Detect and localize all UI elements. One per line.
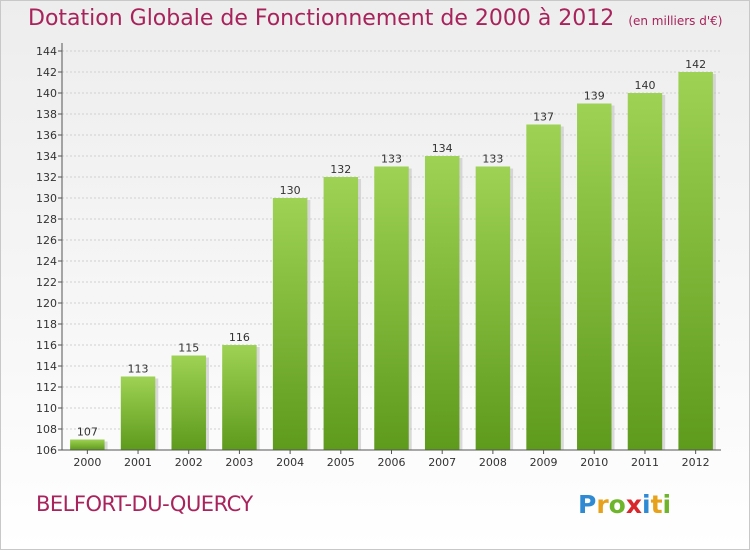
y-tick-label: 108 (36, 423, 57, 436)
y-tick-label: 106 (36, 444, 57, 457)
y-tick-label: 122 (36, 276, 57, 289)
data-label: 133 (381, 153, 402, 166)
logo-letter: t (650, 490, 663, 519)
y-tick-label: 124 (36, 255, 57, 268)
bar (577, 103, 612, 450)
bar (374, 166, 409, 450)
y-tick-label: 126 (36, 234, 57, 247)
chart-title: Dotation Globale de Fonctionnement de 20… (28, 6, 615, 31)
bar (70, 439, 105, 450)
data-label: 137 (533, 111, 554, 124)
bar (627, 93, 663, 450)
data-label: 142 (685, 58, 706, 71)
y-tick-label: 138 (36, 108, 57, 121)
commune-name: BELFORT-DU-QUERCY (36, 492, 253, 516)
y-tick-label: 114 (36, 360, 57, 373)
data-label: 130 (280, 184, 301, 197)
x-tick-label: 2001 (124, 456, 152, 469)
proxiti-logo[interactable]: Proxiti (578, 490, 671, 519)
bar (120, 376, 156, 450)
x-tick-label: 2012 (682, 456, 710, 469)
x-tick-label: 2002 (175, 456, 203, 469)
x-tick-label: 2000 (73, 456, 101, 469)
y-tick-label: 128 (36, 213, 57, 226)
y-tick-label: 118 (36, 318, 57, 331)
x-tick-label: 2011 (631, 456, 659, 469)
bar (678, 72, 713, 450)
y-tick-label: 130 (36, 192, 57, 205)
data-label: 116 (229, 331, 250, 344)
y-tick-label: 120 (36, 297, 57, 310)
x-tick-label: 2006 (378, 456, 406, 469)
logo-letter: r (596, 490, 609, 519)
data-label: 133 (482, 153, 503, 166)
y-tick-label: 112 (36, 381, 57, 394)
bar (272, 198, 308, 450)
data-label: 139 (584, 90, 605, 103)
bar (526, 124, 561, 450)
y-tick-label: 142 (36, 66, 57, 79)
bar (323, 177, 359, 450)
data-label: 134 (432, 142, 453, 155)
bar (424, 156, 460, 450)
logo-letter: o (608, 490, 626, 519)
data-label: 140 (634, 79, 655, 92)
logo-letter: P (578, 490, 597, 519)
y-tick-label: 134 (36, 150, 57, 163)
y-tick-label: 132 (36, 171, 57, 184)
y-tick-label: 136 (36, 129, 57, 142)
chart-title-block: Dotation Globale de Fonctionnement de 20… (28, 6, 722, 31)
y-tick-label: 116 (36, 339, 57, 352)
chart-unit: (en milliers d'€) (628, 14, 723, 28)
data-label: 113 (128, 363, 149, 376)
x-tick-label: 2005 (327, 456, 355, 469)
x-tick-label: 2010 (580, 456, 608, 469)
data-label: 132 (330, 163, 351, 176)
data-label: 107 (77, 426, 98, 439)
bar (171, 355, 206, 450)
x-tick-label: 2009 (530, 456, 558, 469)
data-label: 115 (178, 342, 199, 355)
x-tick-label: 2004 (276, 456, 304, 469)
x-tick-label: 2003 (225, 456, 253, 469)
x-tick-label: 2008 (479, 456, 507, 469)
logo-letter: i (642, 490, 651, 519)
y-tick-label: 140 (36, 87, 57, 100)
x-tick-label: 2007 (428, 456, 456, 469)
bar (475, 166, 511, 450)
bar (222, 345, 257, 450)
logo-letter: x (625, 490, 642, 519)
y-tick-label: 144 (36, 45, 57, 58)
logo-letter: i (662, 490, 672, 519)
y-tick-label: 110 (36, 402, 57, 415)
